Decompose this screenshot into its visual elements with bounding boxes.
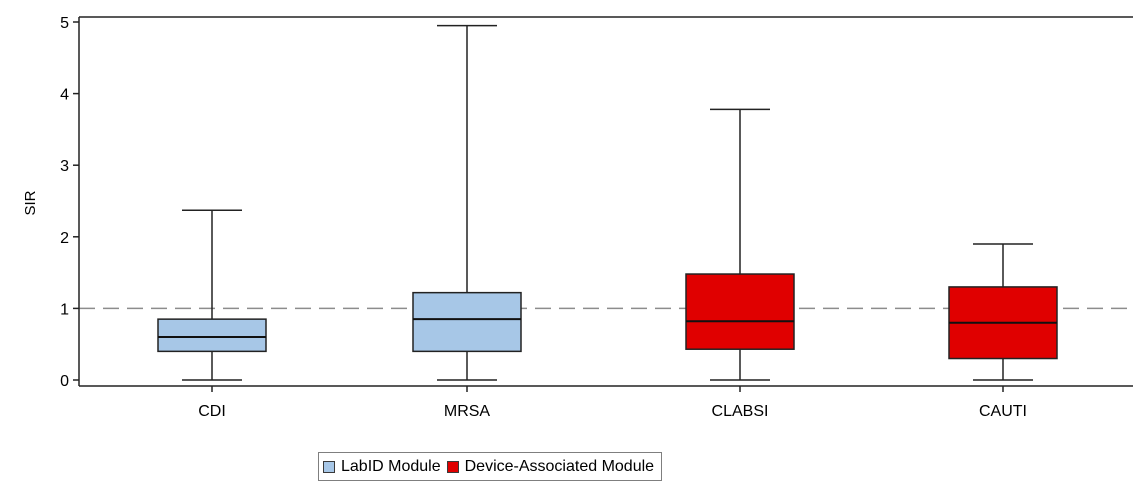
legend-label-labid: LabID Module xyxy=(341,457,441,475)
boxplot-chart: 0 1 2 3 4 5 CDI MRSA CLABSI CAUTI SIR xyxy=(22,15,1133,420)
legend-item-labid: LabID Module xyxy=(323,458,441,476)
boxes-layer xyxy=(157,24,1058,381)
axes-layer: 0 1 2 3 4 5 CDI MRSA CLABSI CAUTI xyxy=(60,15,1133,420)
x-tick-label-clabsi: CLABSI xyxy=(712,403,769,420)
y-tick-label-2: 2 xyxy=(60,230,69,247)
legend: LabID Module Device-Associated Module xyxy=(318,452,663,481)
box-body-cdi xyxy=(157,318,267,353)
x-tick-label-mrsa: MRSA xyxy=(444,403,491,420)
x-tick-label-cdi: CDI xyxy=(198,403,226,420)
box-body-mrsa xyxy=(412,291,522,353)
y-tick-label-3: 3 xyxy=(60,158,69,175)
legend-swatch-device-associated xyxy=(446,460,459,473)
y-tick-label-1: 1 xyxy=(60,301,69,318)
y-axis-label: SIR xyxy=(22,190,39,215)
box-cdi xyxy=(157,209,267,381)
legend-label-device-associated: Device-Associated Module xyxy=(464,457,655,475)
box-clabsi xyxy=(685,108,795,381)
x-tick-label-cauti: CAUTI xyxy=(979,403,1027,420)
legend-item-device-associated: Device-Associated Module xyxy=(446,457,655,476)
y-tick-label-5: 5 xyxy=(60,15,69,32)
legend-swatch-labid xyxy=(323,460,335,473)
y-tick-label-0: 0 xyxy=(60,373,69,390)
box-cauti xyxy=(948,243,1058,381)
y-tick-label-4: 4 xyxy=(60,87,69,104)
box-mrsa xyxy=(412,24,522,381)
box-body-clabsi xyxy=(685,273,795,350)
